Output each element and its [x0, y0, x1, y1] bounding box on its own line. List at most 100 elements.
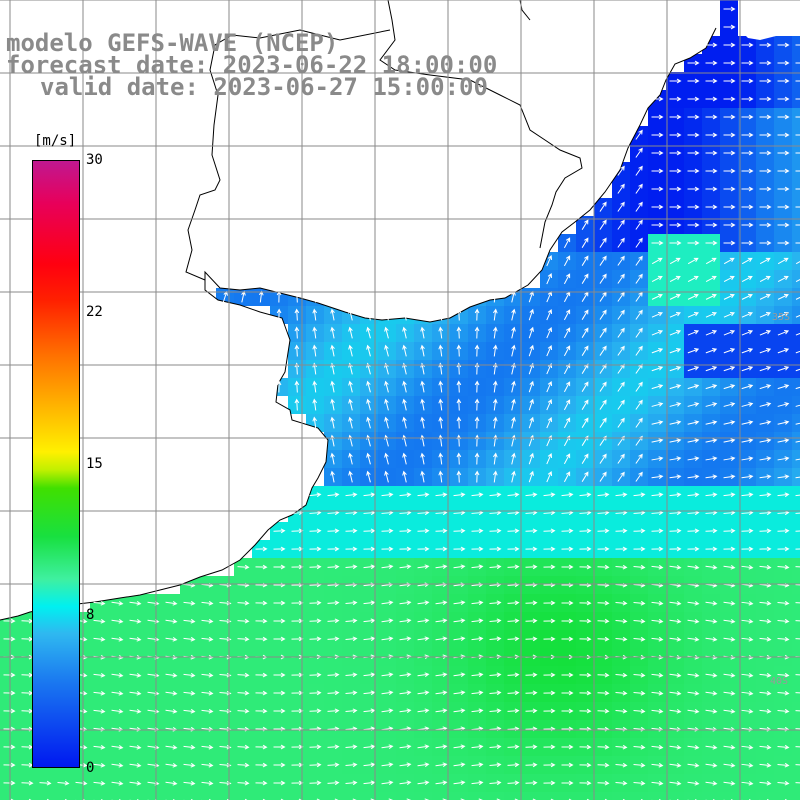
wind-speed-cell	[792, 324, 800, 342]
wind-arrow	[579, 690, 592, 696]
wind-arrow	[563, 273, 571, 285]
wind-arrow	[237, 762, 250, 768]
wind-arrow	[777, 546, 790, 552]
wind-arrow	[563, 453, 571, 465]
wind-arrow	[723, 492, 736, 498]
wind-speed-cell	[666, 792, 684, 800]
wind-arrow	[705, 618, 718, 624]
wind-arrow	[442, 798, 448, 800]
wind-arrow	[741, 78, 754, 84]
wind-arrow	[795, 350, 800, 354]
wind-arrow	[795, 224, 800, 226]
wind-arrow	[348, 326, 353, 339]
wind-arrow	[489, 564, 502, 570]
wind-arrow	[777, 528, 790, 534]
wind-arrow	[201, 672, 214, 678]
wind-arrow	[651, 690, 664, 696]
wind-arrow	[669, 96, 682, 102]
wind-arrow	[723, 420, 736, 425]
wind-arrow	[255, 672, 268, 678]
wind-speed-cell	[36, 792, 54, 800]
wind-arrow	[453, 744, 466, 750]
wind-arrow	[438, 470, 444, 483]
colorbar-tick-label: 22	[86, 304, 103, 320]
wind-arrow	[525, 600, 538, 606]
wind-speed-cell	[162, 792, 180, 800]
wind-arrow	[651, 528, 664, 534]
wind-arrow	[201, 744, 214, 750]
wind-speed-cell	[792, 396, 800, 414]
wind-arrow	[759, 204, 772, 210]
wind-arrow	[111, 780, 124, 786]
wind-arrow	[345, 618, 358, 624]
wind-arrow	[777, 329, 790, 336]
wind-arrow	[528, 470, 534, 483]
wind-arrow	[759, 564, 772, 570]
wind-arrow	[388, 798, 394, 800]
wind-arrow	[525, 492, 538, 498]
wind-arrow	[579, 708, 592, 714]
wind-arrow	[309, 744, 322, 750]
wind-arrow	[617, 309, 625, 320]
wind-arrow	[546, 327, 553, 339]
wind-arrow	[795, 296, 800, 300]
wind-arrow	[129, 690, 142, 696]
wind-arrow	[777, 132, 790, 138]
wind-arrow	[201, 600, 214, 606]
wind-arrow	[633, 708, 646, 714]
wind-arrow	[651, 780, 664, 786]
wind-arrow	[420, 380, 425, 393]
wind-arrow	[741, 690, 754, 696]
wind-arrow	[435, 762, 448, 768]
wind-arrow	[255, 618, 268, 624]
wind-arrow	[777, 311, 789, 318]
wind-speed-cell	[504, 792, 522, 800]
wind-arrow	[345, 636, 358, 642]
wind-arrow	[635, 399, 643, 410]
wind-arrow	[492, 326, 498, 339]
wind-arrow	[777, 438, 790, 443]
wind-arrow	[723, 348, 736, 354]
wind-arrow	[546, 309, 553, 321]
wind-arrow	[687, 402, 700, 407]
wind-arrow	[345, 564, 358, 570]
wind-arrow	[474, 344, 480, 357]
wind-arrow	[129, 708, 142, 714]
wind-arrow	[435, 600, 448, 606]
wind-arrow	[651, 618, 664, 624]
wind-arrow	[669, 690, 682, 696]
wind-arrow	[420, 308, 425, 321]
wind-arrow	[507, 780, 520, 786]
wind-arrow	[417, 762, 430, 768]
wind-arrow	[330, 416, 335, 429]
wind-arrow	[3, 636, 16, 642]
wind-speed-cell	[486, 792, 504, 800]
wind-arrow	[489, 546, 502, 552]
wind-speed-cell	[792, 342, 800, 360]
wind-arrow	[759, 456, 772, 461]
wind-arrow	[777, 78, 790, 84]
wind-arrow	[399, 600, 412, 606]
wind-arrow	[687, 636, 700, 642]
wind-arrow	[563, 327, 571, 339]
wind-arrow	[399, 708, 412, 714]
wind-arrow	[617, 417, 625, 428]
wind-arrow	[546, 381, 553, 393]
wind-arrow	[255, 780, 268, 786]
wind-arrow	[669, 438, 682, 443]
wind-arrow	[183, 780, 196, 786]
wind-arrow	[651, 366, 664, 372]
wind-arrow	[599, 399, 607, 410]
wind-arrow	[741, 348, 754, 354]
wind-arrow	[417, 690, 430, 696]
wind-arrow	[741, 384, 754, 390]
wind-arrow	[759, 222, 772, 228]
wind-arrow	[651, 257, 663, 265]
wind-arrow	[705, 132, 718, 138]
wind-arrow	[617, 327, 625, 338]
wind-arrow	[723, 24, 736, 30]
wind-arrow	[471, 780, 484, 786]
wind-arrow	[651, 311, 663, 318]
wind-speed-cell	[342, 792, 360, 800]
wind-arrow	[435, 780, 448, 786]
